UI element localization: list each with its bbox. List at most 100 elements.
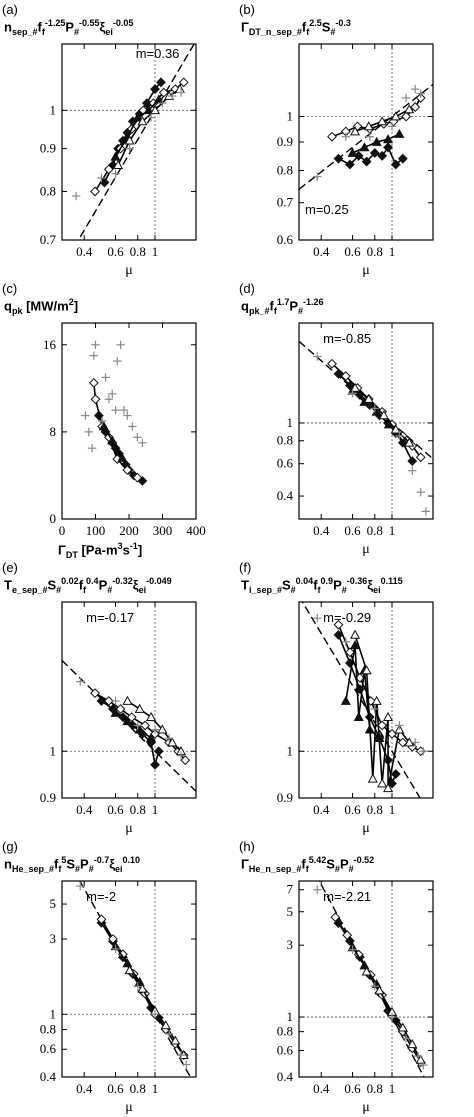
data-point-diamond — [115, 704, 126, 714]
data-point-plus — [416, 487, 425, 497]
data-point-diamond — [156, 77, 166, 88]
y-tick-label: 0.8 — [277, 162, 293, 177]
x-axis-label: μ — [362, 821, 370, 836]
data-point-triangle — [110, 707, 121, 717]
title-part: 2.5 — [309, 18, 322, 28]
title-part: f — [301, 856, 306, 872]
title-part: 0.4 — [86, 576, 99, 586]
x-tick-label: 0.6 — [344, 244, 361, 259]
title-part: P — [80, 856, 89, 872]
data-point-plus — [133, 721, 142, 730]
data-point-diamond — [140, 720, 151, 731]
data-point-diamond — [158, 87, 169, 98]
series-diamond-filled — [333, 368, 418, 466]
series-diamond-open — [90, 688, 191, 766]
series-triangle-open — [350, 104, 415, 136]
title-part: # — [348, 863, 354, 874]
plot-svg: 0.4 0.6 0.8 1 0.9 1 μ m=-0.29 — [277, 601, 434, 836]
plot-svg: 0 100 200 300 400 0 8 16 — [43, 322, 206, 538]
title-part: ] — [73, 298, 79, 314]
panel-title: ΓDT_n_sep_#ff2.5S#-0.3 — [241, 18, 351, 37]
y-tick-label: 1 — [287, 109, 294, 124]
y-tick-label: 0.9 — [40, 790, 56, 805]
data-point-diamond — [88, 377, 99, 388]
x-axis-label: μ — [362, 1100, 370, 1115]
data-point-plus — [313, 352, 322, 361]
fit-annotation: m=-0.85 — [323, 331, 371, 346]
title-part: # — [56, 584, 62, 595]
y-tick-label: 0.6 — [277, 232, 294, 247]
data-point-plus — [158, 98, 167, 108]
series-plus — [313, 84, 425, 181]
data-point-triangle — [134, 703, 145, 713]
data-point-plus — [416, 89, 425, 98]
series-plus — [81, 340, 147, 453]
data-point-diamond — [333, 153, 344, 164]
title-part: S — [326, 856, 335, 872]
data-point-diamond — [327, 358, 337, 369]
y-tick-label: 1 — [50, 1006, 57, 1021]
data-point-diamond — [122, 465, 133, 475]
panel-h: (h) ΓHe_n_sep_#ff5.42S#P#-0.52 0.4 0.6 0.8 1 0… — [237, 837, 474, 1116]
panel-c: (c) qpk [MW/m2] 0 100 200 300 400 0 8 16 ΓDT [Pa-m… — [0, 279, 237, 560]
y-tick-label: 5 — [50, 896, 57, 911]
data-point-plus — [104, 395, 114, 404]
plot-frame — [61, 322, 197, 520]
series-triangle-filled — [98, 421, 128, 462]
data-point-plus — [395, 431, 404, 441]
title-part: f — [78, 577, 84, 593]
data-point-plus — [370, 404, 379, 413]
title-part: P — [339, 856, 349, 872]
data-point-plus — [89, 351, 99, 360]
title-part: ei — [373, 584, 381, 595]
title-part: f — [53, 856, 59, 872]
data-point-plus — [133, 433, 142, 442]
title-part: # — [341, 584, 347, 595]
data-point-triangle — [145, 711, 157, 721]
data-point-triangle — [367, 773, 378, 783]
y-tick-label: 16 — [43, 337, 57, 352]
panel-title: qpk [MW/m2] — [4, 297, 78, 316]
data-point-diamond — [132, 472, 143, 483]
panel-title: Te_sep_#S#0.02ff0.4P#-0.32ξei-0.049 — [4, 576, 172, 595]
panel-label: (c) — [2, 281, 18, 296]
title-part: 0.04 — [295, 576, 314, 586]
data-point-triangle — [160, 1020, 171, 1030]
data-point-diamond — [90, 186, 100, 197]
title-part: ξ — [367, 577, 374, 593]
series-line — [337, 624, 422, 752]
title-part: ξ — [109, 856, 116, 872]
data-point-triangle — [110, 151, 121, 161]
data-point-triangle — [122, 958, 133, 968]
title-part: f — [37, 19, 42, 35]
data-point-plus — [176, 1050, 186, 1060]
data-point-triangle — [340, 695, 351, 705]
title-part: pk_# — [248, 305, 270, 316]
y-tick-label: 3 — [287, 937, 294, 952]
title-part: [Pa-m — [77, 542, 118, 558]
x-axis-label: μ — [362, 542, 370, 557]
title-part: s — [122, 542, 130, 558]
title-part: 1.7 — [276, 297, 290, 307]
y-tick-label: 1 — [287, 1009, 294, 1024]
y-tick-label: 0.4 — [277, 1069, 294, 1084]
title-part: -0.36 — [346, 576, 368, 586]
y-tick-label: 0.6 — [40, 1041, 57, 1056]
series-plus — [313, 352, 431, 516]
plot-svg: 0.4 0.6 0.8 1 0.9 1 μ m=-0.17 — [40, 601, 197, 836]
data-point-diamond — [150, 728, 160, 739]
x-tick-label: 0.8 — [130, 1081, 146, 1096]
title-part: # — [330, 26, 336, 37]
y-tick-label: 1 — [287, 415, 294, 430]
data-point-plus — [313, 172, 322, 181]
x-tick-label: 0.4 — [313, 244, 330, 259]
data-point-diamond — [340, 371, 351, 381]
title-part: S — [66, 856, 76, 872]
plot-area — [301, 602, 428, 798]
title-part: sep_# — [11, 26, 38, 37]
y-tick-label: 1 — [287, 743, 294, 758]
data-point-plus — [164, 733, 174, 743]
series-diamond-filled — [333, 142, 408, 170]
x-tick-label: 0.6 — [107, 1081, 124, 1096]
data-point-plus — [370, 982, 379, 991]
